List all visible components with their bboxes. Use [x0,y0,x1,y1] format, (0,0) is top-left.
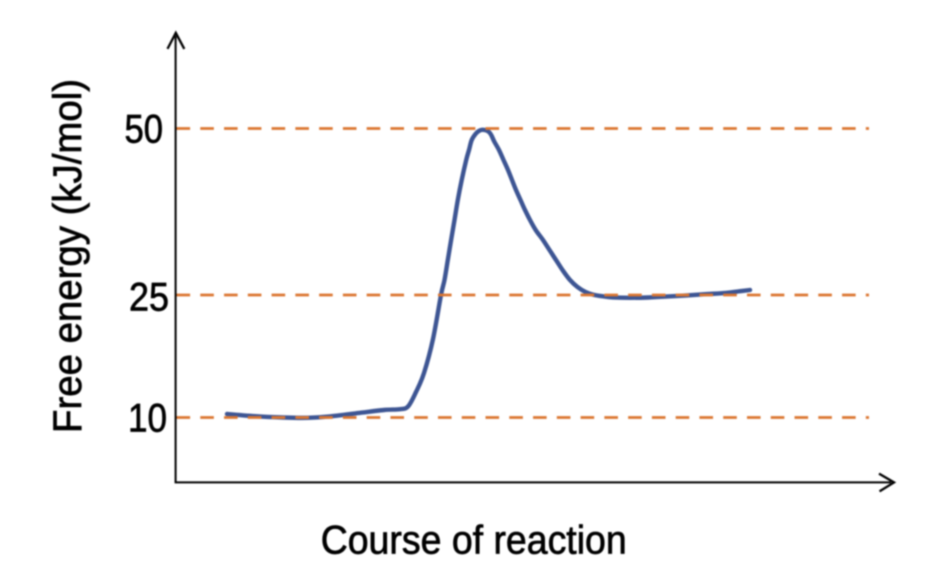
svg-text:10: 10 [128,397,167,441]
svg-text:50: 50 [125,107,164,151]
svg-text:Free energy (kJ/mol): Free energy (kJ/mol) [46,79,90,433]
svg-text:Course of reaction: Course of reaction [321,518,627,562]
svg-text:25: 25 [129,276,169,320]
